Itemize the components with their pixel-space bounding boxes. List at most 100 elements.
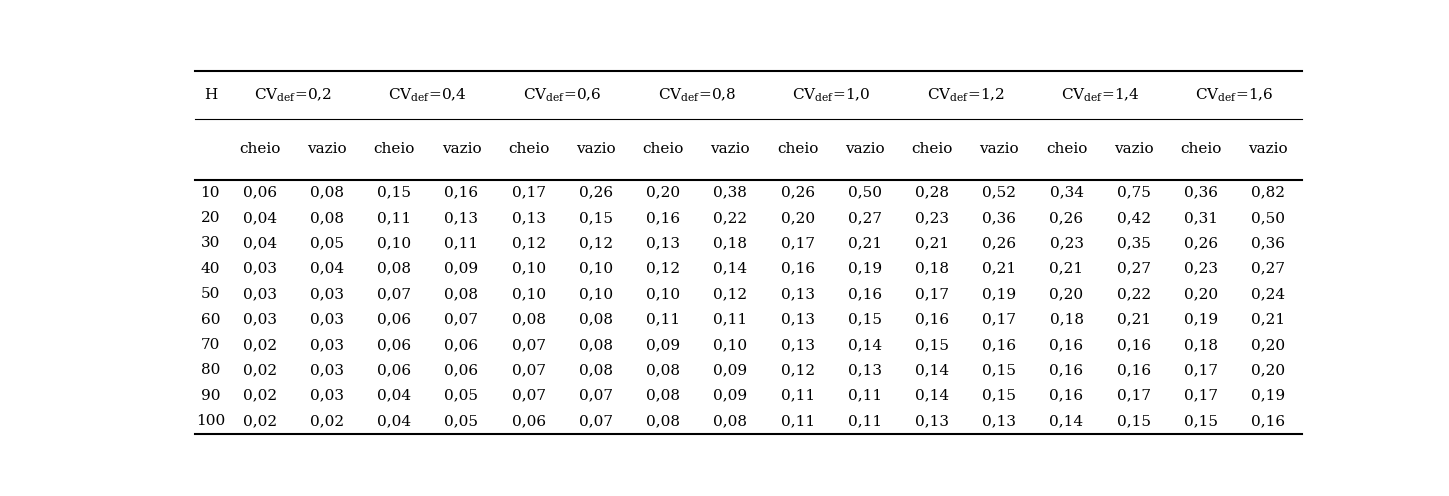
Text: 0,16: 0,16 <box>1049 363 1084 377</box>
Text: 0,21: 0,21 <box>848 236 882 250</box>
Text: vazio: vazio <box>577 142 616 156</box>
Text: 0,15: 0,15 <box>982 363 1016 377</box>
Text: vazio: vazio <box>1114 142 1153 156</box>
Text: 0,20: 0,20 <box>781 211 814 225</box>
Text: 0,28: 0,28 <box>916 186 949 199</box>
Text: 0,19: 0,19 <box>848 262 882 276</box>
Text: 0,17: 0,17 <box>916 287 949 301</box>
Text: 0,16: 0,16 <box>445 186 478 199</box>
Text: 0,06: 0,06 <box>377 338 412 352</box>
Text: 0,06: 0,06 <box>377 312 412 326</box>
Text: 100: 100 <box>196 414 225 428</box>
Text: 0,15: 0,15 <box>1117 414 1151 428</box>
Text: 0,27: 0,27 <box>1252 262 1285 276</box>
Text: 0,24: 0,24 <box>1250 287 1285 301</box>
Text: 0,04: 0,04 <box>310 262 343 276</box>
Text: 0,34: 0,34 <box>1049 186 1084 199</box>
Text: 0,09: 0,09 <box>445 262 478 276</box>
Text: 0,10: 0,10 <box>578 287 613 301</box>
Text: 0,17: 0,17 <box>1117 389 1151 403</box>
Text: 80: 80 <box>200 363 220 377</box>
Text: 0,13: 0,13 <box>646 236 680 250</box>
Text: 0,11: 0,11 <box>445 236 478 250</box>
Text: 0,03: 0,03 <box>310 389 343 403</box>
Text: 0,75: 0,75 <box>1117 186 1151 199</box>
Text: 10: 10 <box>200 186 220 199</box>
Text: 0,18: 0,18 <box>713 236 748 250</box>
Text: 0,23: 0,23 <box>916 211 949 225</box>
Text: 0,08: 0,08 <box>310 186 343 199</box>
Text: 0,11: 0,11 <box>781 414 814 428</box>
Text: 0,16: 0,16 <box>848 287 882 301</box>
Text: 0,19: 0,19 <box>982 287 1016 301</box>
Text: 0,15: 0,15 <box>848 312 882 326</box>
Text: 0,10: 0,10 <box>511 262 546 276</box>
Text: 50: 50 <box>200 287 220 301</box>
Text: cheio: cheio <box>777 142 819 156</box>
Text: 0,18: 0,18 <box>1184 338 1219 352</box>
Text: 0,08: 0,08 <box>578 338 613 352</box>
Text: CV$_{\mathregular{def}}$=1,2: CV$_{\mathregular{def}}$=1,2 <box>927 86 1004 104</box>
Text: 0,17: 0,17 <box>511 186 546 199</box>
Text: 90: 90 <box>200 389 220 403</box>
Text: 0,50: 0,50 <box>848 186 882 199</box>
Text: 0,14: 0,14 <box>914 363 949 377</box>
Text: 0,16: 0,16 <box>1049 389 1084 403</box>
Text: 0,15: 0,15 <box>377 186 412 199</box>
Text: 0,26: 0,26 <box>578 186 613 199</box>
Text: 0,20: 0,20 <box>1049 287 1084 301</box>
Text: 0,10: 0,10 <box>511 287 546 301</box>
Text: vazio: vazio <box>710 142 751 156</box>
Text: 0,19: 0,19 <box>1250 389 1285 403</box>
Text: 0,13: 0,13 <box>781 287 814 301</box>
Text: 0,11: 0,11 <box>377 211 412 225</box>
Text: 0,11: 0,11 <box>713 312 748 326</box>
Text: 0,15: 0,15 <box>916 338 949 352</box>
Text: 0,14: 0,14 <box>1049 414 1084 428</box>
Text: 0,22: 0,22 <box>1117 287 1151 301</box>
Text: 0,12: 0,12 <box>646 262 680 276</box>
Text: 0,05: 0,05 <box>310 236 343 250</box>
Text: 0,03: 0,03 <box>242 287 277 301</box>
Text: 0,08: 0,08 <box>646 389 680 403</box>
Text: 0,07: 0,07 <box>445 312 478 326</box>
Text: 70: 70 <box>200 338 220 352</box>
Text: cheio: cheio <box>911 142 953 156</box>
Text: 0,12: 0,12 <box>511 236 546 250</box>
Text: 0,20: 0,20 <box>1250 338 1285 352</box>
Text: 0,02: 0,02 <box>242 338 277 352</box>
Text: 0,06: 0,06 <box>511 414 546 428</box>
Text: cheio: cheio <box>1181 142 1222 156</box>
Text: CV$_{\mathregular{def}}$=1,4: CV$_{\mathregular{def}}$=1,4 <box>1061 86 1139 104</box>
Text: 0,26: 0,26 <box>1049 211 1084 225</box>
Text: 0,10: 0,10 <box>646 287 680 301</box>
Text: 0,08: 0,08 <box>578 363 613 377</box>
Text: 0,17: 0,17 <box>781 236 814 250</box>
Text: 60: 60 <box>200 312 220 326</box>
Text: 0,31: 0,31 <box>1184 211 1219 225</box>
Text: 0,21: 0,21 <box>1250 312 1285 326</box>
Text: 0,82: 0,82 <box>1252 186 1285 199</box>
Text: 0,02: 0,02 <box>310 414 343 428</box>
Text: 0,13: 0,13 <box>916 414 949 428</box>
Text: 0,07: 0,07 <box>578 414 613 428</box>
Text: 0,07: 0,07 <box>511 363 546 377</box>
Text: 0,16: 0,16 <box>914 312 949 326</box>
Text: 0,12: 0,12 <box>578 236 613 250</box>
Text: 0,13: 0,13 <box>511 211 546 225</box>
Text: 0,07: 0,07 <box>377 287 412 301</box>
Text: 0,20: 0,20 <box>1184 287 1219 301</box>
Text: 0,13: 0,13 <box>848 363 882 377</box>
Text: 0,38: 0,38 <box>713 186 748 199</box>
Text: 0,21: 0,21 <box>1117 312 1151 326</box>
Text: 0,06: 0,06 <box>445 363 478 377</box>
Text: 0,08: 0,08 <box>445 287 478 301</box>
Text: 0,11: 0,11 <box>781 389 814 403</box>
Text: 0,19: 0,19 <box>1184 312 1219 326</box>
Text: 0,08: 0,08 <box>310 211 343 225</box>
Text: 0,02: 0,02 <box>242 389 277 403</box>
Text: 0,16: 0,16 <box>1250 414 1285 428</box>
Text: 0,26: 0,26 <box>1184 236 1219 250</box>
Text: 0,14: 0,14 <box>914 389 949 403</box>
Text: vazio: vazio <box>1249 142 1288 156</box>
